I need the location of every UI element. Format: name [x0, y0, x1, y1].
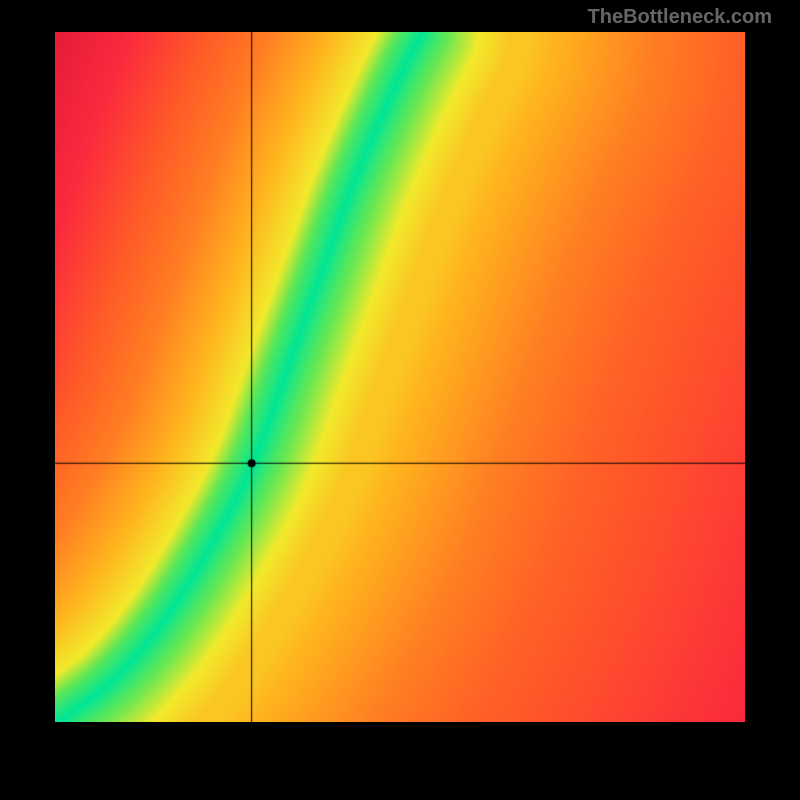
bottleneck-heatmap: [55, 32, 745, 722]
heatmap-canvas: [55, 32, 745, 722]
watermark-text: TheBottleneck.com: [588, 6, 772, 29]
